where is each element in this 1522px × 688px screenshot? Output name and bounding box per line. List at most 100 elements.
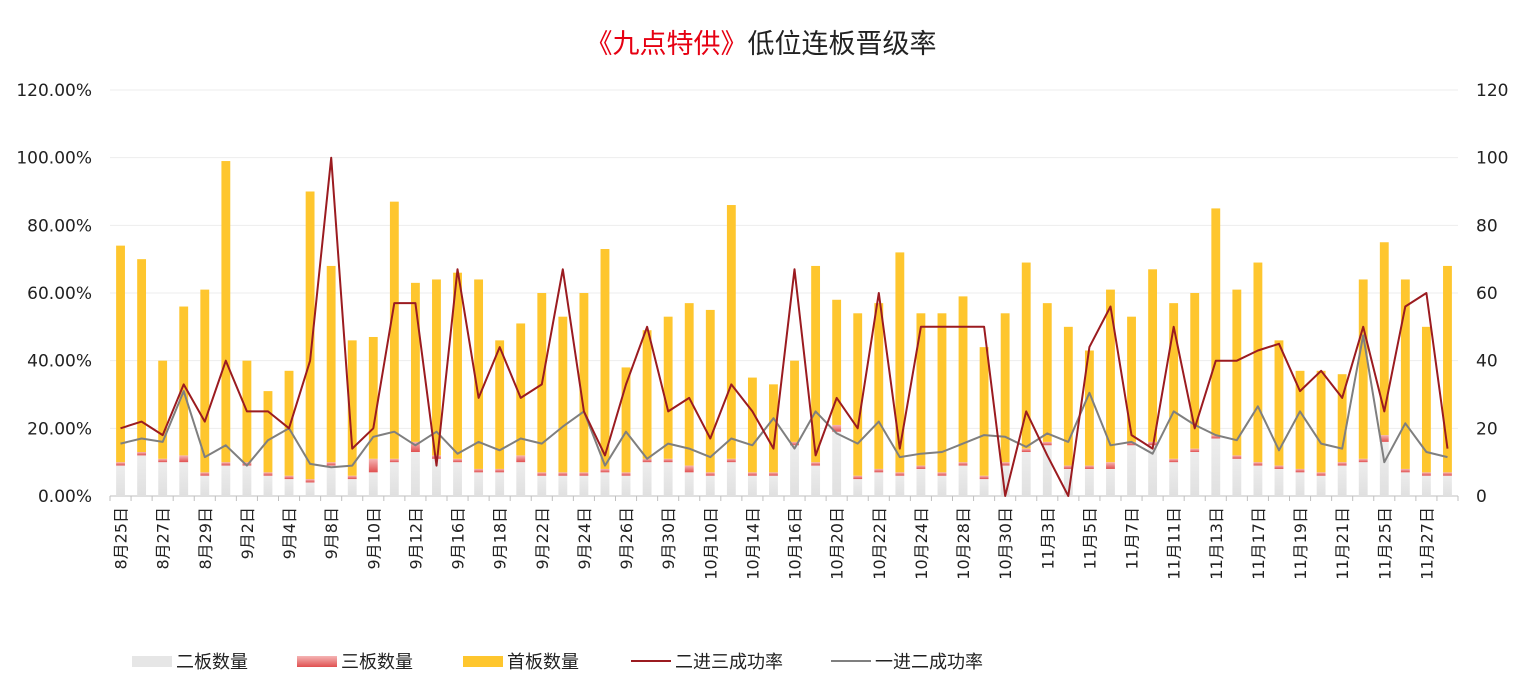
x-axis-tick: 10月14日 (743, 507, 762, 580)
legend-item-二进三成功率: 二进三成功率 (631, 646, 783, 676)
x-axis-tick: 11月17日 (1249, 507, 1268, 580)
bar-三板数量 (1274, 465, 1284, 469)
x-axis-tick: 9月30日 (659, 507, 678, 570)
bar-首板数量 (474, 279, 484, 469)
bar-二板数量 (495, 472, 505, 496)
bar-三板数量 (495, 468, 505, 473)
bar-首板数量 (558, 316, 568, 473)
bar-三板数量 (389, 458, 399, 463)
legend-label: 三板数量 (341, 652, 413, 673)
bar-二板数量 (1379, 441, 1389, 496)
bar-首板数量 (410, 282, 420, 442)
bar-二板数量 (158, 462, 168, 496)
x-axis-tick: 8月27日 (154, 507, 173, 570)
x-axis-tick: 9月24日 (575, 507, 594, 570)
line-一进二成功率 (120, 334, 1448, 469)
bar-首板数量 (684, 303, 694, 466)
bar-二板数量 (979, 479, 989, 496)
bar-二板数量 (1421, 475, 1431, 496)
bar-二板数量 (832, 431, 842, 496)
bar-三板数量 (453, 458, 462, 463)
bar-二板数量 (516, 462, 526, 496)
bar-三板数量 (1000, 462, 1010, 466)
bar-首板数量 (495, 340, 505, 469)
bar-二板数量 (684, 472, 694, 496)
bar-三板数量 (790, 441, 799, 446)
bar-首板数量 (1274, 340, 1284, 466)
bar-三板数量 (1295, 468, 1305, 473)
bar-二板数量 (579, 475, 589, 496)
x-axis-tick: 10月16日 (786, 507, 805, 580)
x-axis-tick: 11月25日 (1375, 507, 1394, 580)
bar-二板数量 (537, 475, 547, 496)
left-axis-tick: 100.00% (16, 149, 92, 169)
bar-二板数量 (747, 475, 757, 496)
legend-item-二板数量: 二板数量 (132, 646, 248, 676)
bar-三板数量 (1127, 441, 1136, 446)
x-axis-tick: 9月16日 (449, 507, 468, 570)
bar-三板数量 (705, 472, 715, 476)
bar-三板数量 (1232, 455, 1242, 459)
right-axis-tick: 80 (1476, 216, 1498, 236)
bar-三板数量 (1358, 458, 1368, 463)
bar-首板数量 (1400, 279, 1410, 469)
bar-首板数量 (368, 336, 378, 459)
bar-二板数量 (1063, 468, 1073, 496)
x-axis-tick: 11月21日 (1333, 507, 1352, 580)
bar-二板数量 (389, 462, 399, 496)
bar-二板数量 (600, 472, 610, 496)
combo-chart: 0.00% 0 20.00% 20 40.00% 40 60.00% 60 80.00% 80 10… (16, 81, 1508, 580)
bar-二板数量 (263, 475, 273, 496)
chart-title: 《九点特供》低位连板晋级率 (0, 22, 1522, 61)
x-axis-tick: 9月4日 (280, 507, 299, 559)
bar-三板数量 (600, 468, 610, 473)
bar-二板数量 (621, 475, 631, 496)
bar-二板数量 (853, 479, 863, 496)
bar-首板数量 (1000, 313, 1010, 463)
bar-二板数量 (1211, 438, 1221, 496)
x-axis-tick: 10月10日 (701, 507, 720, 580)
bar-二板数量 (642, 462, 652, 496)
legend-label: 二进三成功率 (675, 652, 783, 673)
bar-三板数量 (663, 458, 673, 463)
bar-首板数量 (305, 191, 315, 480)
right-axis-tick: 120 (1476, 81, 1508, 101)
bar-首板数量 (158, 360, 168, 459)
bar-首板数量 (1211, 208, 1221, 436)
bar-首板数量 (979, 347, 989, 476)
bar-首板数量 (137, 259, 147, 453)
bar-三板数量 (1063, 465, 1073, 469)
bar-首板数量 (769, 384, 778, 473)
legend-label: 首板数量 (507, 652, 579, 673)
chart-title-highlight: 《九点特供》 (585, 29, 748, 60)
bar-三板数量 (305, 479, 315, 483)
bar-首板数量 (1232, 289, 1242, 456)
bar-二板数量 (432, 458, 441, 496)
bar-三板数量 (137, 452, 147, 456)
bar-首板数量 (1042, 303, 1052, 442)
bar-三板数量 (263, 472, 273, 476)
bar-二板数量 (1232, 458, 1242, 496)
bar-三板数量 (726, 458, 736, 463)
bar-首板数量 (874, 303, 884, 469)
bar-三板数量 (642, 458, 652, 463)
bar-首板数量 (663, 316, 673, 459)
bar-首板数量 (1337, 374, 1347, 463)
x-axis-tick: 9月12日 (406, 507, 425, 570)
bar-首板数量 (1379, 242, 1389, 436)
legend-swatch (132, 655, 172, 667)
bar-首板数量 (347, 340, 357, 476)
left-axis-tick: 20.00% (27, 419, 92, 439)
bar-二板数量 (1148, 445, 1158, 496)
bar-二板数量 (221, 465, 231, 496)
bar-三板数量 (200, 472, 210, 476)
bar-三板数量 (1021, 448, 1031, 453)
bar-二板数量 (916, 468, 926, 496)
bar-首板数量 (579, 293, 589, 473)
bar-三板数量 (958, 462, 968, 466)
bar-三板数量 (284, 475, 294, 480)
bar-三板数量 (874, 468, 884, 473)
bar-三板数量 (326, 462, 336, 466)
bar-首板数量 (1295, 370, 1305, 469)
bar-二板数量 (937, 475, 947, 496)
